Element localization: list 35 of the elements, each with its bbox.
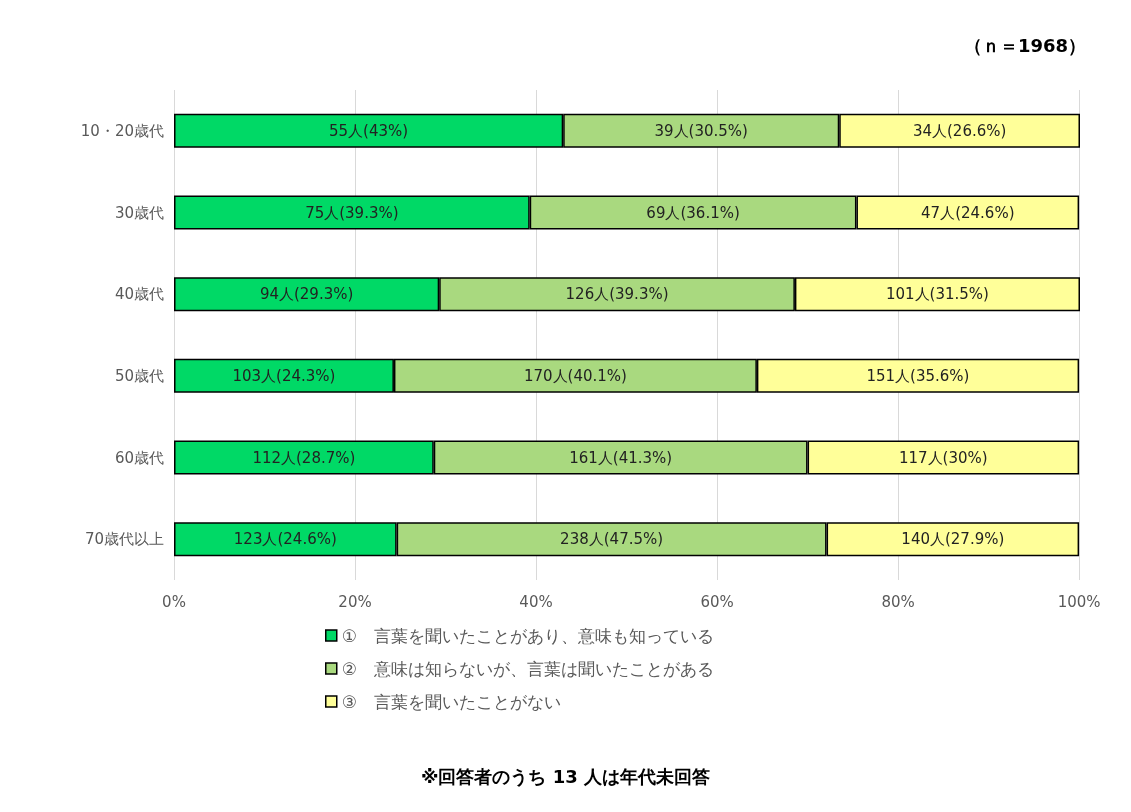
data-label: 161人(41.3%) [569, 448, 673, 467]
y-tick-label: 50歳代 [114, 366, 164, 385]
data-label: 39人(30.5%) [654, 121, 748, 140]
data-label: 117人(30%) [898, 448, 988, 467]
x-tick-label: 40% [519, 592, 553, 611]
x-tick-label: 20% [338, 592, 372, 611]
legend-label: ① 言葉を聞いたことがあり、意味も知っている [341, 625, 714, 646]
data-label: 47人(24.6%) [921, 203, 1015, 222]
data-label: 123人(24.6%) [233, 530, 337, 549]
data-label: 55人(43%) [329, 121, 409, 140]
data-label: 170人(40.1%) [523, 366, 627, 385]
data-label: 75人(39.3%) [305, 203, 399, 222]
y-tick-label: 30歳代 [114, 203, 164, 222]
text: ※回答者のうち 13 人は年代未回答 [420, 765, 711, 787]
y-tick-label: 60歳代 [114, 448, 164, 467]
x-tick-label: 60% [700, 592, 734, 611]
y-tick-label: 70歳代以上 [84, 530, 164, 549]
data-label: 140人(27.9%) [901, 530, 1005, 549]
data-label: 126人(39.3%) [565, 285, 669, 304]
data-label: 103人(24.3%) [232, 366, 336, 385]
text: （ｎ＝1968） [963, 34, 1087, 56]
x-tick-label: 0% [162, 592, 186, 611]
data-label: 112人(28.7%) [252, 448, 356, 467]
data-label: 238人(47.5%) [560, 530, 664, 549]
data-label: 94人(29.3%) [259, 285, 354, 304]
y-tick-label: 10・20歳代 [80, 121, 164, 140]
y-tick-label: 40歳代 [114, 285, 164, 304]
legend-label: ③ 言葉を聞いたことがない [341, 691, 561, 712]
data-label: 101人(31.5%) [885, 285, 989, 304]
data-label: 151人(35.6%) [866, 366, 970, 385]
data-label: 69人(36.1%) [646, 203, 740, 222]
x-tick-label: 100% [1057, 592, 1101, 611]
legend-label: ② 意味は知らないが、言葉は聞いたことがある [341, 658, 714, 679]
x-tick-label: 80% [881, 592, 915, 611]
data-label: 34人(26.6%) [912, 121, 1007, 140]
